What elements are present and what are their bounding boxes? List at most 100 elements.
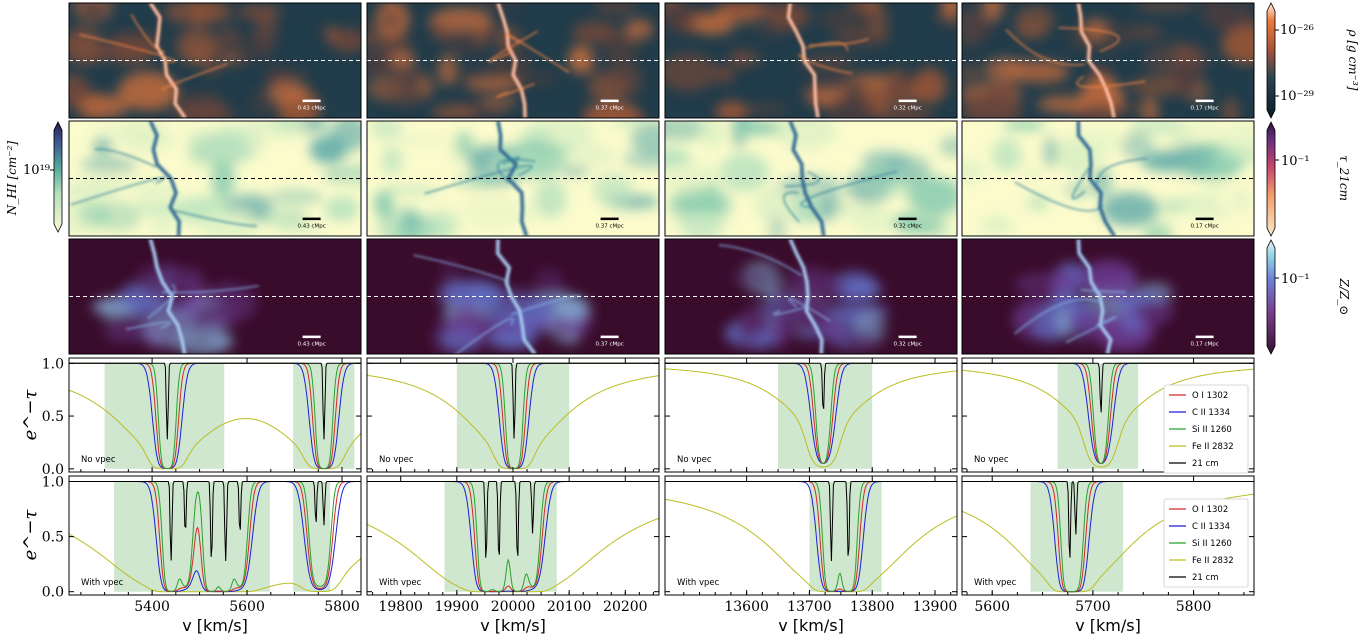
spectrum-panel: 5600 5700 5800 With vpec v [km/s] O I 1302 C I…: [961, 475, 1255, 635]
filament-branch: [495, 82, 535, 99]
y-tick-label: 1.0: [42, 356, 64, 372]
spectrum-panel: No vpec O I 1302 C II 1334 Si II 1260 Fe II …: [961, 357, 1255, 474]
spectrum-panel: No vpec: [366, 357, 660, 473]
tau-colorbar: 10⁻¹ τ_21cm: [1266, 121, 1351, 237]
spectrum-panel: 19800 19900 20000 20100 20200 With vpec v [km/…: [366, 475, 660, 635]
scale-bar-label: 0.32 cMpc: [893, 342, 921, 348]
scale-bar: [1195, 99, 1214, 103]
spectrum-line: [69, 481, 361, 562]
y-axis-label: e^−τ: [20, 509, 41, 561]
filament-branch: [173, 209, 258, 228]
x-tick-label: 19900: [435, 599, 480, 615]
shaded-region: [104, 363, 225, 469]
spectrum-line: [69, 389, 361, 470]
filament-branch: [772, 305, 810, 316]
x-tick-label: 20200: [603, 599, 648, 615]
scale-bar-label: 0.43 cMpc: [297, 342, 325, 348]
scale-bar-label: 0.32 cMpc: [893, 224, 921, 230]
x-tick-label: 5800: [1176, 599, 1212, 615]
filament-branch: [1076, 75, 1146, 89]
vpec-label: With vpec: [677, 578, 720, 588]
filament-branch: [797, 53, 853, 75]
tau-label: τ_21cm: [1337, 155, 1351, 201]
spectrum-frame: [664, 357, 958, 473]
scale-bar: [898, 99, 917, 103]
map-panel: 0.37 cMpc: [366, 2, 660, 119]
spectrum-panel: 13600 13700 13800 13900 With vpec v [km/s]: [664, 475, 958, 635]
legend-entry: 21 cm: [1192, 573, 1218, 583]
x-axis-label: v [km/s]: [778, 616, 844, 635]
scale-bar: [600, 99, 619, 103]
filament-branch: [718, 244, 802, 277]
filament-branch: [502, 156, 521, 166]
x-tick-label: 13900: [913, 599, 958, 615]
scale-bar: [600, 335, 619, 339]
column-colorbar-bar: [53, 121, 63, 233]
scale-bar-label: 0.17 cMpc: [1190, 224, 1218, 230]
vpec-label: With vpec: [974, 578, 1017, 588]
filament-branch: [79, 33, 176, 63]
map-frame: [68, 238, 362, 355]
metal-tick: 10⁻¹: [1281, 272, 1310, 287]
map-panel: 0.17 cMpc: [961, 238, 1255, 355]
density-tick-bottom: 10⁻²⁹: [1280, 89, 1314, 104]
filament-core: [789, 121, 825, 236]
x-tick-label: 5600: [974, 599, 1010, 615]
scale-bar-label: 0.37 cMpc: [595, 224, 623, 230]
filament-branch: [1080, 289, 1126, 294]
shaded-region: [778, 363, 873, 469]
filament-branch: [424, 164, 533, 195]
shaded-region: [293, 363, 355, 469]
spectrum-line: [962, 480, 1254, 558]
x-axis-label: v [km/s]: [1075, 616, 1141, 635]
map-frame: [961, 120, 1255, 237]
map-frame: [68, 2, 362, 119]
x-axis-label: v [km/s]: [182, 616, 248, 635]
spectrum-line: [367, 362, 659, 439]
spectrum-line: [665, 362, 957, 409]
x-tick-label: 5600: [229, 599, 265, 615]
column-tick: 10¹⁹: [23, 163, 50, 178]
scale-bar: [302, 335, 321, 339]
density-label: ρ [g cm⁻³]: [1346, 29, 1360, 91]
y-axis-label: e^−τ: [20, 389, 41, 441]
map-frame: [961, 2, 1255, 119]
scale-bar-label: 0.43 cMpc: [297, 224, 325, 230]
scale-bar-label: 0.43 cMpc: [297, 106, 325, 112]
x-tick-label: 5400: [134, 599, 170, 615]
legend-entry: Fe II 2832: [1192, 442, 1234, 452]
x-tick-label: 13700: [787, 599, 832, 615]
map-panel: 0.32 cMpc: [664, 2, 958, 119]
x-tick-label: 20000: [491, 599, 536, 615]
legend-box: [1163, 498, 1249, 588]
legend-entry: O I 1302: [1192, 391, 1228, 401]
metal-colorbar: 10⁻¹ Z/Z_⊙: [1266, 239, 1351, 355]
legend: O I 1302 C II 1334 Si II 1260 Fe II 2832 21 …: [1163, 384, 1249, 474]
spectrum-frame: [68, 475, 362, 596]
scale-bar-label: 0.37 cMpc: [595, 342, 623, 348]
filament-branch: [161, 284, 260, 294]
metal-colorbar-bar: [1266, 239, 1276, 355]
map-frame: [68, 120, 362, 237]
spectrum-frame: [961, 475, 1255, 596]
filament-branch: [147, 283, 177, 319]
x-tick-label: 13800: [850, 599, 895, 615]
spectrum-panel: No vpec: [664, 357, 958, 473]
vpec-label: With vpec: [379, 578, 422, 588]
map-frame: [664, 238, 958, 355]
scale-bar: [302, 217, 321, 221]
legend: O I 1302 C II 1334 Si II 1260 Fe II 2832 21 …: [1163, 498, 1249, 588]
map-panel: 0.32 cMpc: [664, 120, 958, 237]
map-panel: 0.43 cMpc: [68, 120, 362, 237]
map-frame: [366, 2, 660, 119]
vpec-label: No vpec: [677, 455, 712, 465]
filament-core: [149, 3, 186, 118]
vpec-label: No vpec: [379, 455, 414, 465]
density-colorbar-bar: [1266, 2, 1276, 119]
x-tick-label: 5700: [1075, 599, 1111, 615]
scale-bar-label: 0.17 cMpc: [1190, 342, 1218, 348]
legend-entry: 21 cm: [1192, 459, 1218, 469]
spectrum-line: [665, 481, 957, 562]
filament-branch: [1071, 167, 1090, 200]
